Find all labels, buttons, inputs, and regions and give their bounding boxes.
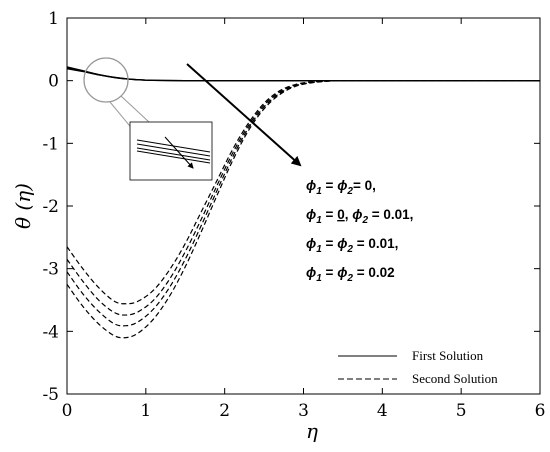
value-text: = 0, bbox=[353, 178, 376, 193]
plot-frame bbox=[66, 17, 541, 395]
parameter-arrow bbox=[186, 63, 302, 167]
inset-plot bbox=[129, 121, 213, 181]
first-solution-curve-2 bbox=[66, 66, 540, 82]
phi-symbol: ϕ bbox=[306, 207, 316, 222]
annotation-line-4: ϕ1 = ϕ2 = 0.02 bbox=[306, 265, 395, 284]
legend-label-second: Second Solution bbox=[412, 371, 498, 386]
x-tick-label: 2 bbox=[219, 401, 230, 421]
y-tick-label: 1 bbox=[48, 9, 59, 29]
x-tick-label: 5 bbox=[456, 401, 467, 421]
phi-subscript: 1 bbox=[316, 273, 322, 284]
y-tick-label: -5 bbox=[42, 385, 59, 405]
phi-subscript: 2 bbox=[346, 186, 353, 197]
phi-subscript: 2 bbox=[361, 215, 368, 226]
inset-curve-4 bbox=[136, 150, 211, 164]
phi-subscript: 1 bbox=[316, 244, 322, 255]
x-tick-label: 1 bbox=[140, 401, 151, 421]
equals-sign: = bbox=[322, 236, 337, 251]
second-solution-curve-4 bbox=[66, 80, 540, 339]
second-solution-curve-2 bbox=[66, 80, 540, 316]
inset-arrow bbox=[164, 136, 194, 169]
phi-symbol: ϕ bbox=[306, 265, 316, 280]
phi-symbol: ϕ bbox=[337, 265, 347, 280]
inset-curve-3 bbox=[136, 147, 211, 161]
ticks-group: 0 1 2 3 4 5 6 1 0 -1 -2 -3 -4 -5 bbox=[42, 9, 545, 421]
y-tick-label: -1 bbox=[42, 134, 59, 154]
x-tick-label: 0 bbox=[62, 401, 73, 421]
inset-curve-2 bbox=[136, 143, 211, 157]
equals-sign: = bbox=[322, 265, 337, 280]
value-text: = 0.02 bbox=[353, 265, 395, 280]
y-tick-label: -2 bbox=[42, 197, 59, 217]
zoom-circle bbox=[83, 57, 129, 103]
legend: First Solution Second Solution bbox=[338, 348, 498, 386]
inset-frame bbox=[129, 121, 213, 181]
x-axis-label: η bbox=[306, 419, 318, 443]
second-solution-curve-1 bbox=[66, 80, 540, 305]
phi-symbol: ϕ bbox=[352, 207, 362, 222]
first-solution-curve-4 bbox=[66, 68, 540, 82]
first-solution-curve-3 bbox=[66, 67, 540, 82]
phi-subscript: 2 bbox=[346, 273, 353, 284]
phi-symbol: ϕ bbox=[306, 178, 316, 193]
x-tick-label: 3 bbox=[298, 401, 309, 421]
second-solution-curve-3 bbox=[66, 80, 540, 327]
equals-sign: = bbox=[322, 178, 337, 193]
annotation-line-3: ϕ1 = ϕ2 = 0.01, bbox=[306, 236, 398, 255]
y-tick-label: 0 bbox=[48, 72, 59, 92]
curves-group bbox=[66, 66, 540, 339]
y-tick-label: -4 bbox=[42, 322, 59, 342]
value-text: = 0.01, bbox=[353, 236, 398, 251]
phi-symbol: ϕ bbox=[337, 236, 347, 251]
value-text: 0 bbox=[337, 207, 345, 222]
phi-subscript: 2 bbox=[346, 244, 353, 255]
annotation-line-2: ϕ1 = 0, ϕ2 = 0.01, bbox=[306, 207, 413, 226]
annotation-line-1: ϕ1 = ϕ2= 0, bbox=[306, 178, 376, 197]
phi-subscript: 1 bbox=[316, 215, 322, 226]
zoom-connector-1 bbox=[120, 95, 151, 124]
value-text: = 0.01, bbox=[368, 207, 413, 222]
equals-sign: = bbox=[322, 207, 337, 222]
annotation-group: ϕ1 = ϕ2= 0,ϕ1 = 0, ϕ2 = 0.01,ϕ1 = ϕ2 = 0… bbox=[306, 178, 413, 284]
phi-symbol: ϕ bbox=[306, 236, 316, 251]
y-tick-label: -3 bbox=[42, 260, 59, 280]
x-tick-label: 4 bbox=[377, 401, 388, 421]
x-tick-label: 6 bbox=[535, 401, 546, 421]
y-axis-label: θ (η) bbox=[11, 183, 35, 229]
phi-symbol: ϕ bbox=[337, 178, 347, 193]
first-solution-curve-1 bbox=[66, 66, 540, 82]
separator-text: , bbox=[345, 207, 353, 222]
phi-subscript: 1 bbox=[316, 186, 322, 197]
legend-label-first: First Solution bbox=[412, 348, 484, 363]
